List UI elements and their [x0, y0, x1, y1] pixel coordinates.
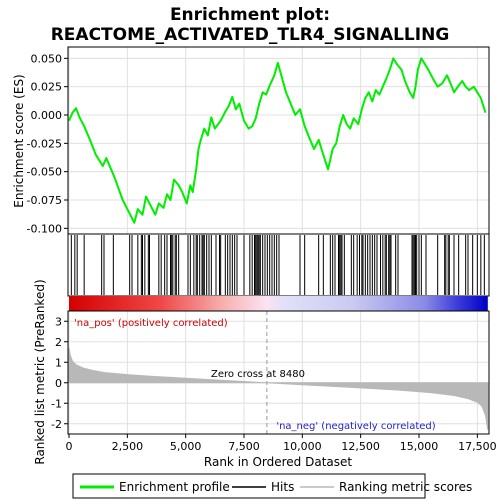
bottom-y-tick-label: 2 [55, 336, 62, 349]
legend: Enrichment profile Hits Ranking metric s… [72, 473, 472, 499]
top-y-tick-label: -0.075 [27, 194, 62, 207]
zero-cross-label: Zero cross at 8480 [211, 369, 305, 380]
legend-hits: Hits [271, 480, 294, 494]
x-tick-label: 12,500 [341, 440, 380, 453]
bottom-y-tick-label: -2 [51, 418, 62, 431]
bottom-y-tick-label: 3 [55, 315, 62, 328]
chart-title-line1: Enrichment plot: [170, 5, 330, 25]
rank-color-bar [69, 296, 488, 311]
top-y-tick-label: 0.000 [31, 109, 63, 122]
enrichment-score-panel: 0.050 0.025 0.000 -0.025 -0.050 -0.075 -0.100 [27, 46, 490, 235]
bottom-y-tick-label: 0 [55, 377, 62, 390]
legend-enrichment-profile: Enrichment profile [119, 480, 230, 494]
top-y-tick-label: 0.025 [31, 81, 63, 94]
bottom-y-tick-label: -1 [51, 397, 62, 410]
x-tick-label: 0 [66, 440, 73, 453]
top-y-tick-label: -0.025 [27, 137, 62, 150]
top-y-tick-label: 0.050 [31, 52, 63, 65]
x-tick-label: 2,500 [112, 440, 144, 453]
positive-correlation-label: 'na_pos' (positively correlated) [74, 318, 228, 329]
legend-ranking-metric: Ranking metric scores [339, 480, 472, 494]
x-tick-label: 10,000 [283, 440, 322, 453]
top-y-tick-label: -0.050 [27, 166, 62, 179]
hits-panel [67, 233, 490, 297]
top-y-tick-label: -0.100 [27, 222, 62, 235]
chart-title-line2: REACTOME_ACTIVATED_TLR4_SIGNALLING [51, 25, 450, 45]
y-axis-label-bottom: Ranked list metric (PreRanked) [33, 279, 47, 464]
enrichment-profile-line [68, 57, 487, 224]
x-tick-label: 7,500 [228, 440, 260, 453]
negative-correlation-label: 'na_neg' (negatively correlated) [276, 421, 435, 432]
x-tick-label: 17,500 [458, 440, 497, 453]
y-axis-label-top: Enrichment score (ES) [12, 74, 26, 207]
bottom-y-tick-label: 1 [55, 356, 62, 369]
ranked-metric-panel: 3 2 1 0 -1 -2 'na_pos' (positively correlated… [51, 310, 490, 435]
x-tick-label: 5,000 [170, 440, 202, 453]
x-axis-label: Rank in Ordered Dataset [204, 455, 352, 469]
x-tick-label: 15,000 [400, 440, 439, 453]
